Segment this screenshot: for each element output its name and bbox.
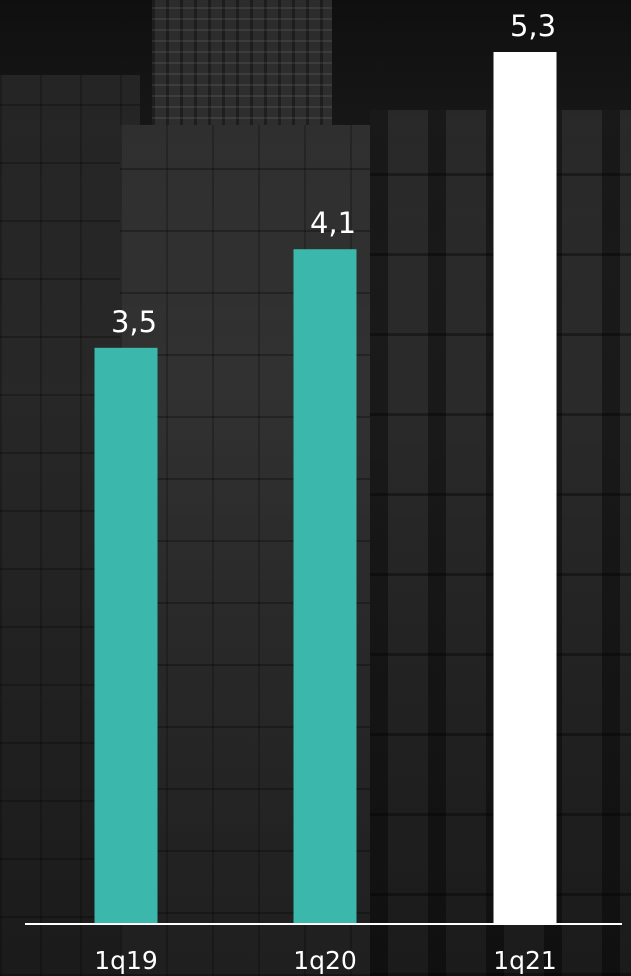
x-tick-labels-group: 1q19 1q20 1q21 — [94, 946, 557, 975]
bar-1q20 — [294, 249, 357, 923]
value-label-1q20: 4,1 — [310, 206, 356, 240]
bars-group — [95, 52, 557, 923]
value-label-1q19: 3,5 — [111, 305, 157, 339]
value-label-1q21: 5,3 — [510, 9, 556, 43]
bar-1q19 — [95, 348, 158, 923]
x-tick-label-1q19: 1q19 — [94, 946, 158, 975]
x-tick-label-1q20: 1q20 — [293, 946, 357, 975]
bar-1q21 — [494, 52, 557, 923]
x-tick-label-1q21: 1q21 — [493, 946, 557, 975]
